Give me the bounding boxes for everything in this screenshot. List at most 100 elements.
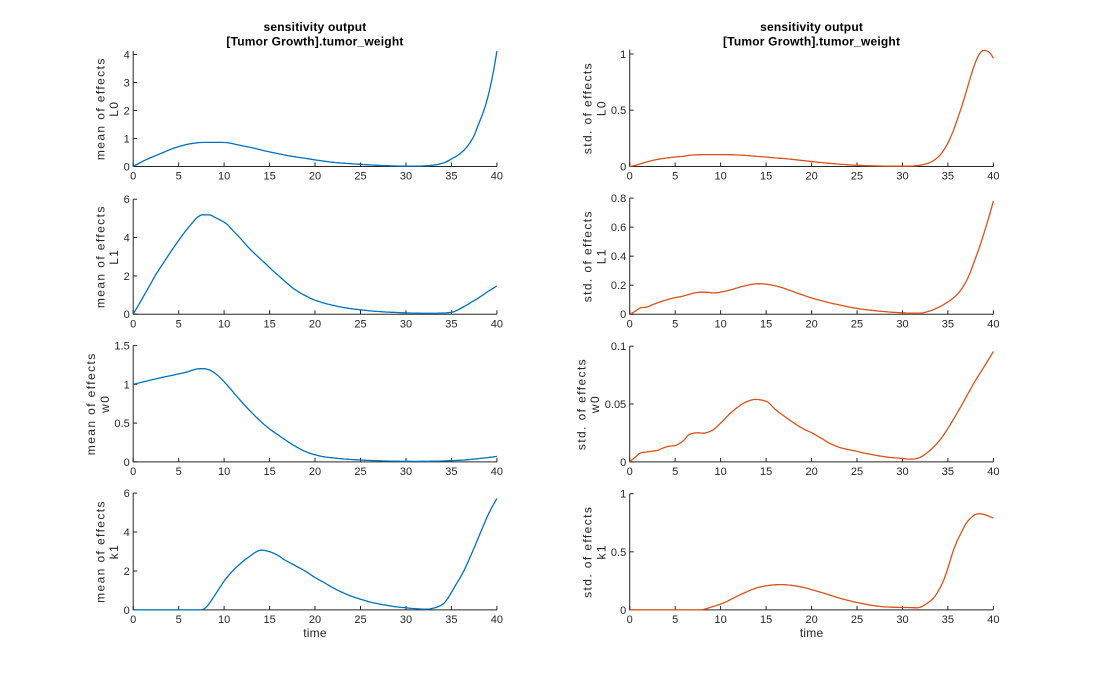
svg-text:20: 20 (309, 466, 321, 478)
svg-text:10: 10 (218, 318, 230, 330)
svg-text:30: 30 (400, 614, 412, 626)
svg-text:4: 4 (124, 233, 130, 245)
svg-text:35: 35 (942, 318, 954, 330)
svg-text:30: 30 (896, 614, 908, 626)
svg-text:0: 0 (620, 309, 626, 321)
svg-text:20: 20 (805, 171, 817, 183)
svg-text:2: 2 (124, 566, 130, 578)
svg-text:30: 30 (896, 466, 908, 478)
svg-text:5: 5 (176, 171, 182, 183)
svg-text:0: 0 (620, 162, 626, 174)
svg-text:mean of effects: mean of effects (84, 352, 98, 455)
svg-text:30: 30 (896, 171, 908, 183)
svg-text:6: 6 (124, 488, 130, 500)
svg-text:[Tumor Growth].tumor_weight: [Tumor Growth].tumor_weight (226, 35, 403, 49)
svg-text:0: 0 (130, 466, 136, 478)
svg-text:1.5: 1.5 (114, 341, 129, 353)
svg-text:35: 35 (445, 614, 457, 626)
svg-text:3: 3 (124, 78, 130, 90)
svg-text:sensitivity output: sensitivity output (264, 20, 367, 34)
svg-text:40: 40 (491, 318, 503, 330)
svg-text:20: 20 (805, 614, 817, 626)
svg-text:0.8: 0.8 (611, 193, 626, 205)
svg-text:L1: L1 (594, 248, 608, 264)
svg-text:25: 25 (354, 318, 366, 330)
svg-text:mean of effects: mean of effects (93, 205, 107, 308)
svg-text:6: 6 (124, 194, 130, 206)
svg-text:0: 0 (124, 309, 130, 321)
svg-text:0: 0 (130, 318, 136, 330)
svg-text:0: 0 (130, 171, 136, 183)
svg-text:std. of effects: std. of effects (575, 358, 589, 450)
svg-text:0: 0 (124, 162, 130, 174)
svg-text:25: 25 (354, 614, 366, 626)
svg-text:std. of effects: std. of effects (581, 62, 595, 154)
svg-text:0.5: 0.5 (611, 105, 626, 117)
svg-text:L0: L0 (107, 101, 121, 117)
svg-text:15: 15 (263, 614, 275, 626)
svg-text:w0: w0 (98, 395, 112, 414)
svg-text:15: 15 (760, 614, 772, 626)
svg-text:15: 15 (760, 466, 772, 478)
svg-text:4: 4 (124, 527, 130, 539)
svg-text:10: 10 (714, 466, 726, 478)
svg-text:15: 15 (760, 318, 772, 330)
svg-text:5: 5 (672, 171, 678, 183)
svg-text:0.1: 0.1 (611, 341, 626, 353)
svg-text:k1: k1 (594, 544, 608, 559)
svg-text:10: 10 (218, 466, 230, 478)
svg-text:mean of effects: mean of effects (93, 57, 107, 160)
svg-text:25: 25 (851, 318, 863, 330)
svg-text:5: 5 (176, 614, 182, 626)
svg-text:mean of effects: mean of effects (93, 500, 107, 603)
svg-text:L1: L1 (107, 249, 121, 265)
svg-text:1: 1 (620, 49, 626, 61)
svg-text:25: 25 (851, 614, 863, 626)
svg-text:25: 25 (851, 171, 863, 183)
svg-text:20: 20 (805, 318, 817, 330)
svg-text:1: 1 (620, 489, 626, 501)
svg-text:0.4: 0.4 (611, 251, 626, 263)
svg-text:[Tumor Growth].tumor_weight: [Tumor Growth].tumor_weight (723, 35, 900, 49)
svg-text:15: 15 (263, 318, 275, 330)
svg-text:2: 2 (124, 106, 130, 118)
svg-text:5: 5 (176, 318, 182, 330)
svg-text:10: 10 (714, 318, 726, 330)
svg-text:L0: L0 (594, 100, 608, 116)
svg-text:20: 20 (309, 614, 321, 626)
svg-text:0: 0 (627, 318, 633, 330)
svg-text:0.2: 0.2 (611, 280, 626, 292)
svg-text:0: 0 (620, 457, 626, 469)
svg-text:1: 1 (124, 379, 130, 391)
svg-text:0.5: 0.5 (114, 418, 129, 430)
svg-text:35: 35 (445, 466, 457, 478)
svg-text:0.05: 0.05 (605, 399, 626, 411)
svg-text:30: 30 (400, 318, 412, 330)
svg-text:5: 5 (672, 466, 678, 478)
svg-text:0: 0 (124, 605, 130, 617)
svg-text:5: 5 (176, 466, 182, 478)
svg-text:std. of effects: std. of effects (581, 506, 595, 598)
svg-text:1: 1 (124, 134, 130, 146)
svg-text:40: 40 (987, 466, 999, 478)
svg-text:0: 0 (627, 614, 633, 626)
svg-text:30: 30 (896, 318, 908, 330)
svg-text:0: 0 (130, 614, 136, 626)
svg-text:10: 10 (218, 171, 230, 183)
svg-text:35: 35 (942, 171, 954, 183)
svg-text:40: 40 (491, 614, 503, 626)
svg-text:4: 4 (124, 50, 130, 62)
svg-text:40: 40 (491, 466, 503, 478)
svg-text:time: time (303, 626, 327, 640)
svg-text:30: 30 (400, 466, 412, 478)
svg-text:15: 15 (263, 466, 275, 478)
svg-text:2: 2 (124, 271, 130, 283)
svg-text:10: 10 (714, 171, 726, 183)
svg-text:40: 40 (987, 318, 999, 330)
svg-text:5: 5 (672, 318, 678, 330)
svg-text:30: 30 (400, 171, 412, 183)
svg-text:20: 20 (309, 318, 321, 330)
svg-text:40: 40 (987, 614, 999, 626)
svg-text:10: 10 (714, 614, 726, 626)
svg-text:0: 0 (620, 605, 626, 617)
